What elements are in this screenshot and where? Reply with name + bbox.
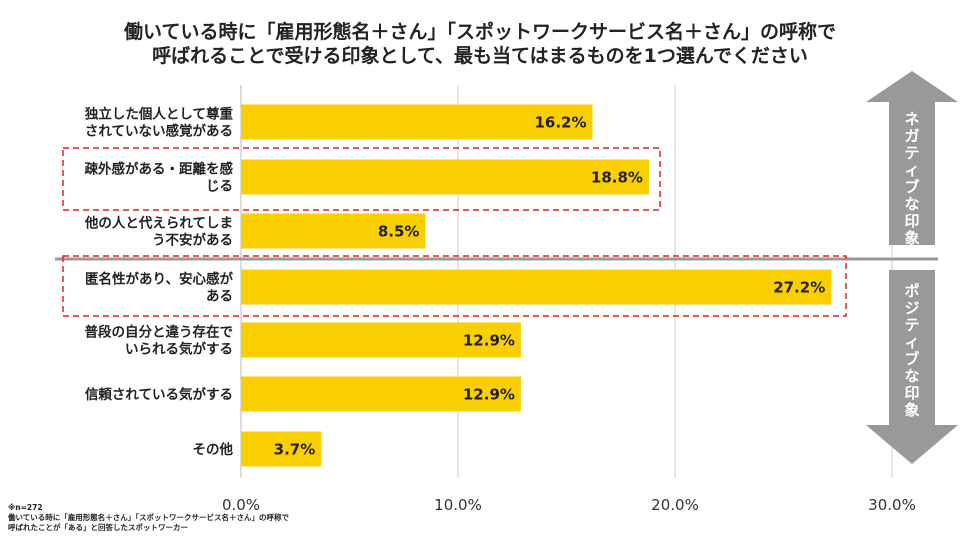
footnote-line-3: 呼ばれたことが「ある」と回答したスポットワーカー: [8, 523, 188, 532]
negative-label-char: ガ: [904, 127, 919, 145]
negative-label-char: 象: [904, 229, 919, 247]
category-label: その他: [193, 441, 234, 458]
category-labels: 独立した個人として尊重されていない感覚がある疎外感がある・距離を感じる他の人と代…: [84, 106, 234, 459]
footnote-line-1: ※n=272: [8, 503, 43, 512]
category-label: じる: [206, 179, 233, 195]
negative-label-char: な: [904, 195, 919, 213]
bar: [241, 159, 649, 195]
positive-label-char: ブ: [904, 350, 919, 368]
positive-arrow: [866, 270, 958, 464]
category-label: ある: [206, 289, 233, 305]
category-label: 他の人と代えられてしま: [84, 215, 233, 232]
category-label: 疎外感がある・距離を感: [85, 161, 234, 178]
negative-arrow: [866, 71, 958, 245]
bar: [241, 269, 832, 305]
category-label: されていない感覚がある: [85, 123, 233, 140]
value-labels: 16.2% 18.8% 8.5% 27.2% 12.9% 12.9% 3.7%: [274, 114, 826, 459]
category-label: 独立した個人として尊重: [85, 106, 234, 123]
negative-label-char: ネ: [904, 110, 919, 128]
x-tick-label: 0.0%: [222, 496, 260, 514]
category-label: う不安がある: [152, 232, 233, 249]
positive-label-char: ジ: [904, 299, 919, 317]
bars: [241, 104, 832, 467]
x-tick-label: 10.0%: [434, 496, 482, 514]
positive-label-char: ポ: [904, 282, 919, 300]
footnote-line-2: 働いている時に「雇用形態名＋さん」「スポットワークサービス名＋さん」の呼称で: [8, 513, 290, 522]
chart-title-line-1: 働いている時に「雇用形態名＋さん」「スポットワークサービス名＋さん」の呼称で: [124, 21, 836, 43]
negative-label-char: テ: [904, 144, 919, 162]
category-label: いられる気がする: [125, 341, 233, 358]
value-label: 12.9%: [463, 386, 515, 404]
value-label: 12.9%: [463, 332, 515, 350]
value-label: 3.7%: [274, 441, 316, 459]
category-label: 匿名性があり、安心感が: [85, 271, 233, 288]
x-tick-label: 20.0%: [651, 496, 699, 514]
positive-label-char: 印: [904, 384, 919, 402]
highlight-boxes: [62, 147, 847, 317]
positive-label-char: 象: [904, 401, 919, 419]
bar: [241, 376, 521, 412]
x-tick-label: 30.0%: [868, 496, 916, 514]
negative-label-char: ィ: [904, 161, 919, 179]
bar: [241, 431, 322, 467]
positive-label-char: テ: [904, 316, 919, 334]
negative-label-char: 印: [904, 212, 919, 230]
value-label: 16.2%: [534, 114, 586, 132]
value-label: 18.8%: [591, 169, 643, 187]
category-label: 信頼されている気がする: [85, 386, 233, 403]
x-axis-ticks: 0.0% 10.0% 20.0% 30.0%: [222, 496, 916, 514]
value-label: 27.2%: [773, 279, 825, 297]
chart-title: 働いている時に「雇用形態名＋さん」「スポットワークサービス名＋さん」の呼称で 呼…: [0, 20, 960, 68]
footnote: ※n=272 働いている時に「雇用形態名＋さん」「スポットワークサービス名＋さん…: [8, 503, 289, 533]
highlight-box: [62, 255, 847, 317]
positive-label-char: な: [904, 367, 919, 385]
bar: [241, 322, 521, 358]
bar: [241, 104, 593, 140]
category-label: 普段の自分と違う存在で: [85, 324, 234, 341]
bar: [241, 213, 426, 249]
value-label: 8.5%: [378, 223, 420, 241]
chart-title-line-2: 呼ばれることで受ける印象として、最も当てはまるものを1つ選んでください: [152, 45, 808, 67]
positive-label-char: ィ: [904, 333, 919, 351]
negative-label-char: ブ: [904, 178, 919, 196]
